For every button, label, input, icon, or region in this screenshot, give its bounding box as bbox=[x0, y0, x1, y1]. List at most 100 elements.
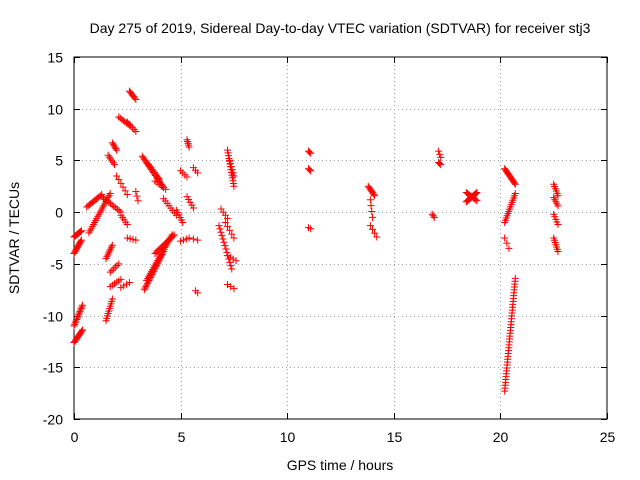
data-point bbox=[183, 173, 191, 181]
data-point bbox=[77, 304, 85, 312]
data-point bbox=[147, 269, 155, 277]
data-point bbox=[307, 167, 315, 175]
data-point bbox=[77, 227, 85, 235]
data-point bbox=[177, 237, 185, 245]
data-point bbox=[76, 228, 84, 236]
data-point bbox=[110, 265, 118, 273]
data-point bbox=[78, 303, 86, 311]
data-point bbox=[117, 179, 125, 187]
data-point bbox=[230, 234, 238, 242]
data-point bbox=[228, 230, 236, 238]
data-point bbox=[75, 309, 83, 317]
data-point bbox=[113, 262, 121, 270]
data-point bbox=[226, 253, 234, 261]
y-tick-label: -15 bbox=[43, 360, 63, 376]
data-point bbox=[169, 232, 177, 240]
data-point bbox=[182, 235, 190, 243]
data-point bbox=[436, 160, 444, 168]
data-point bbox=[218, 232, 226, 240]
data-point bbox=[108, 295, 116, 303]
data-point bbox=[78, 327, 86, 335]
data-point bbox=[430, 213, 438, 221]
data-point bbox=[133, 192, 141, 200]
data-point bbox=[186, 198, 194, 206]
data-point bbox=[223, 248, 231, 256]
axis-ticks bbox=[74, 57, 608, 420]
data-point bbox=[183, 136, 191, 144]
data-point bbox=[145, 273, 153, 281]
data-point bbox=[228, 166, 236, 174]
data-point bbox=[230, 182, 238, 190]
x-tick-label: 5 bbox=[178, 429, 186, 445]
data-point bbox=[215, 222, 223, 230]
data-point bbox=[77, 306, 85, 314]
y-tick-label: 15 bbox=[47, 50, 63, 66]
data-point bbox=[152, 260, 160, 268]
data-point bbox=[77, 227, 85, 235]
data-point bbox=[217, 228, 225, 236]
data-point bbox=[134, 197, 142, 205]
grid-lines bbox=[74, 57, 607, 419]
data-point bbox=[511, 179, 519, 187]
data-point bbox=[117, 284, 125, 292]
data-point bbox=[74, 312, 82, 320]
data-point bbox=[307, 225, 315, 233]
data-point bbox=[194, 236, 202, 244]
data-point bbox=[436, 150, 444, 158]
data-point bbox=[185, 141, 193, 149]
data-point bbox=[224, 252, 232, 260]
data-point bbox=[129, 235, 137, 243]
data-point bbox=[154, 256, 162, 264]
data-point bbox=[189, 204, 197, 212]
data-point bbox=[115, 176, 123, 184]
data-point bbox=[219, 235, 227, 243]
data-point bbox=[179, 236, 187, 244]
data-point bbox=[154, 173, 162, 181]
data-point bbox=[70, 322, 78, 330]
data-point bbox=[367, 202, 375, 210]
data-point bbox=[113, 172, 121, 180]
data-point bbox=[554, 247, 562, 255]
data-point bbox=[112, 145, 120, 153]
data-point bbox=[373, 233, 381, 241]
data-point bbox=[227, 163, 235, 171]
data-point bbox=[111, 161, 119, 169]
data-point bbox=[188, 201, 196, 209]
x-axis-label: GPS time / hours bbox=[287, 457, 394, 473]
data-point bbox=[371, 229, 379, 237]
data-point bbox=[183, 193, 191, 201]
data-point bbox=[153, 258, 161, 266]
data-point bbox=[554, 221, 562, 229]
data-point bbox=[221, 242, 229, 250]
data-point bbox=[368, 225, 376, 233]
data-point bbox=[472, 196, 480, 204]
data-point bbox=[435, 147, 443, 155]
data-point bbox=[132, 236, 140, 244]
data-point bbox=[108, 139, 116, 147]
data-point bbox=[429, 212, 437, 220]
data-point bbox=[473, 188, 481, 196]
data-point bbox=[148, 267, 156, 275]
data-point bbox=[79, 326, 87, 334]
data-point bbox=[130, 126, 138, 134]
chart-title: Day 275 of 2019, Sidereal Day-to-day VTE… bbox=[90, 20, 591, 36]
data-point bbox=[227, 262, 235, 270]
data-point bbox=[150, 264, 158, 272]
data-point bbox=[503, 239, 511, 247]
data-point bbox=[511, 274, 519, 282]
data-point bbox=[123, 234, 131, 242]
data-point bbox=[368, 207, 376, 215]
data-point bbox=[120, 282, 128, 290]
data-point bbox=[108, 266, 116, 274]
data-point bbox=[194, 289, 202, 297]
data-point bbox=[75, 311, 83, 319]
data-point bbox=[119, 183, 127, 191]
data-point bbox=[366, 222, 374, 230]
x-tick-label: 0 bbox=[71, 429, 79, 445]
data-point bbox=[230, 285, 238, 293]
data-point bbox=[71, 319, 79, 327]
data-point bbox=[162, 185, 170, 193]
data-point bbox=[76, 308, 84, 316]
data-point bbox=[230, 172, 238, 180]
data-point bbox=[226, 160, 234, 168]
